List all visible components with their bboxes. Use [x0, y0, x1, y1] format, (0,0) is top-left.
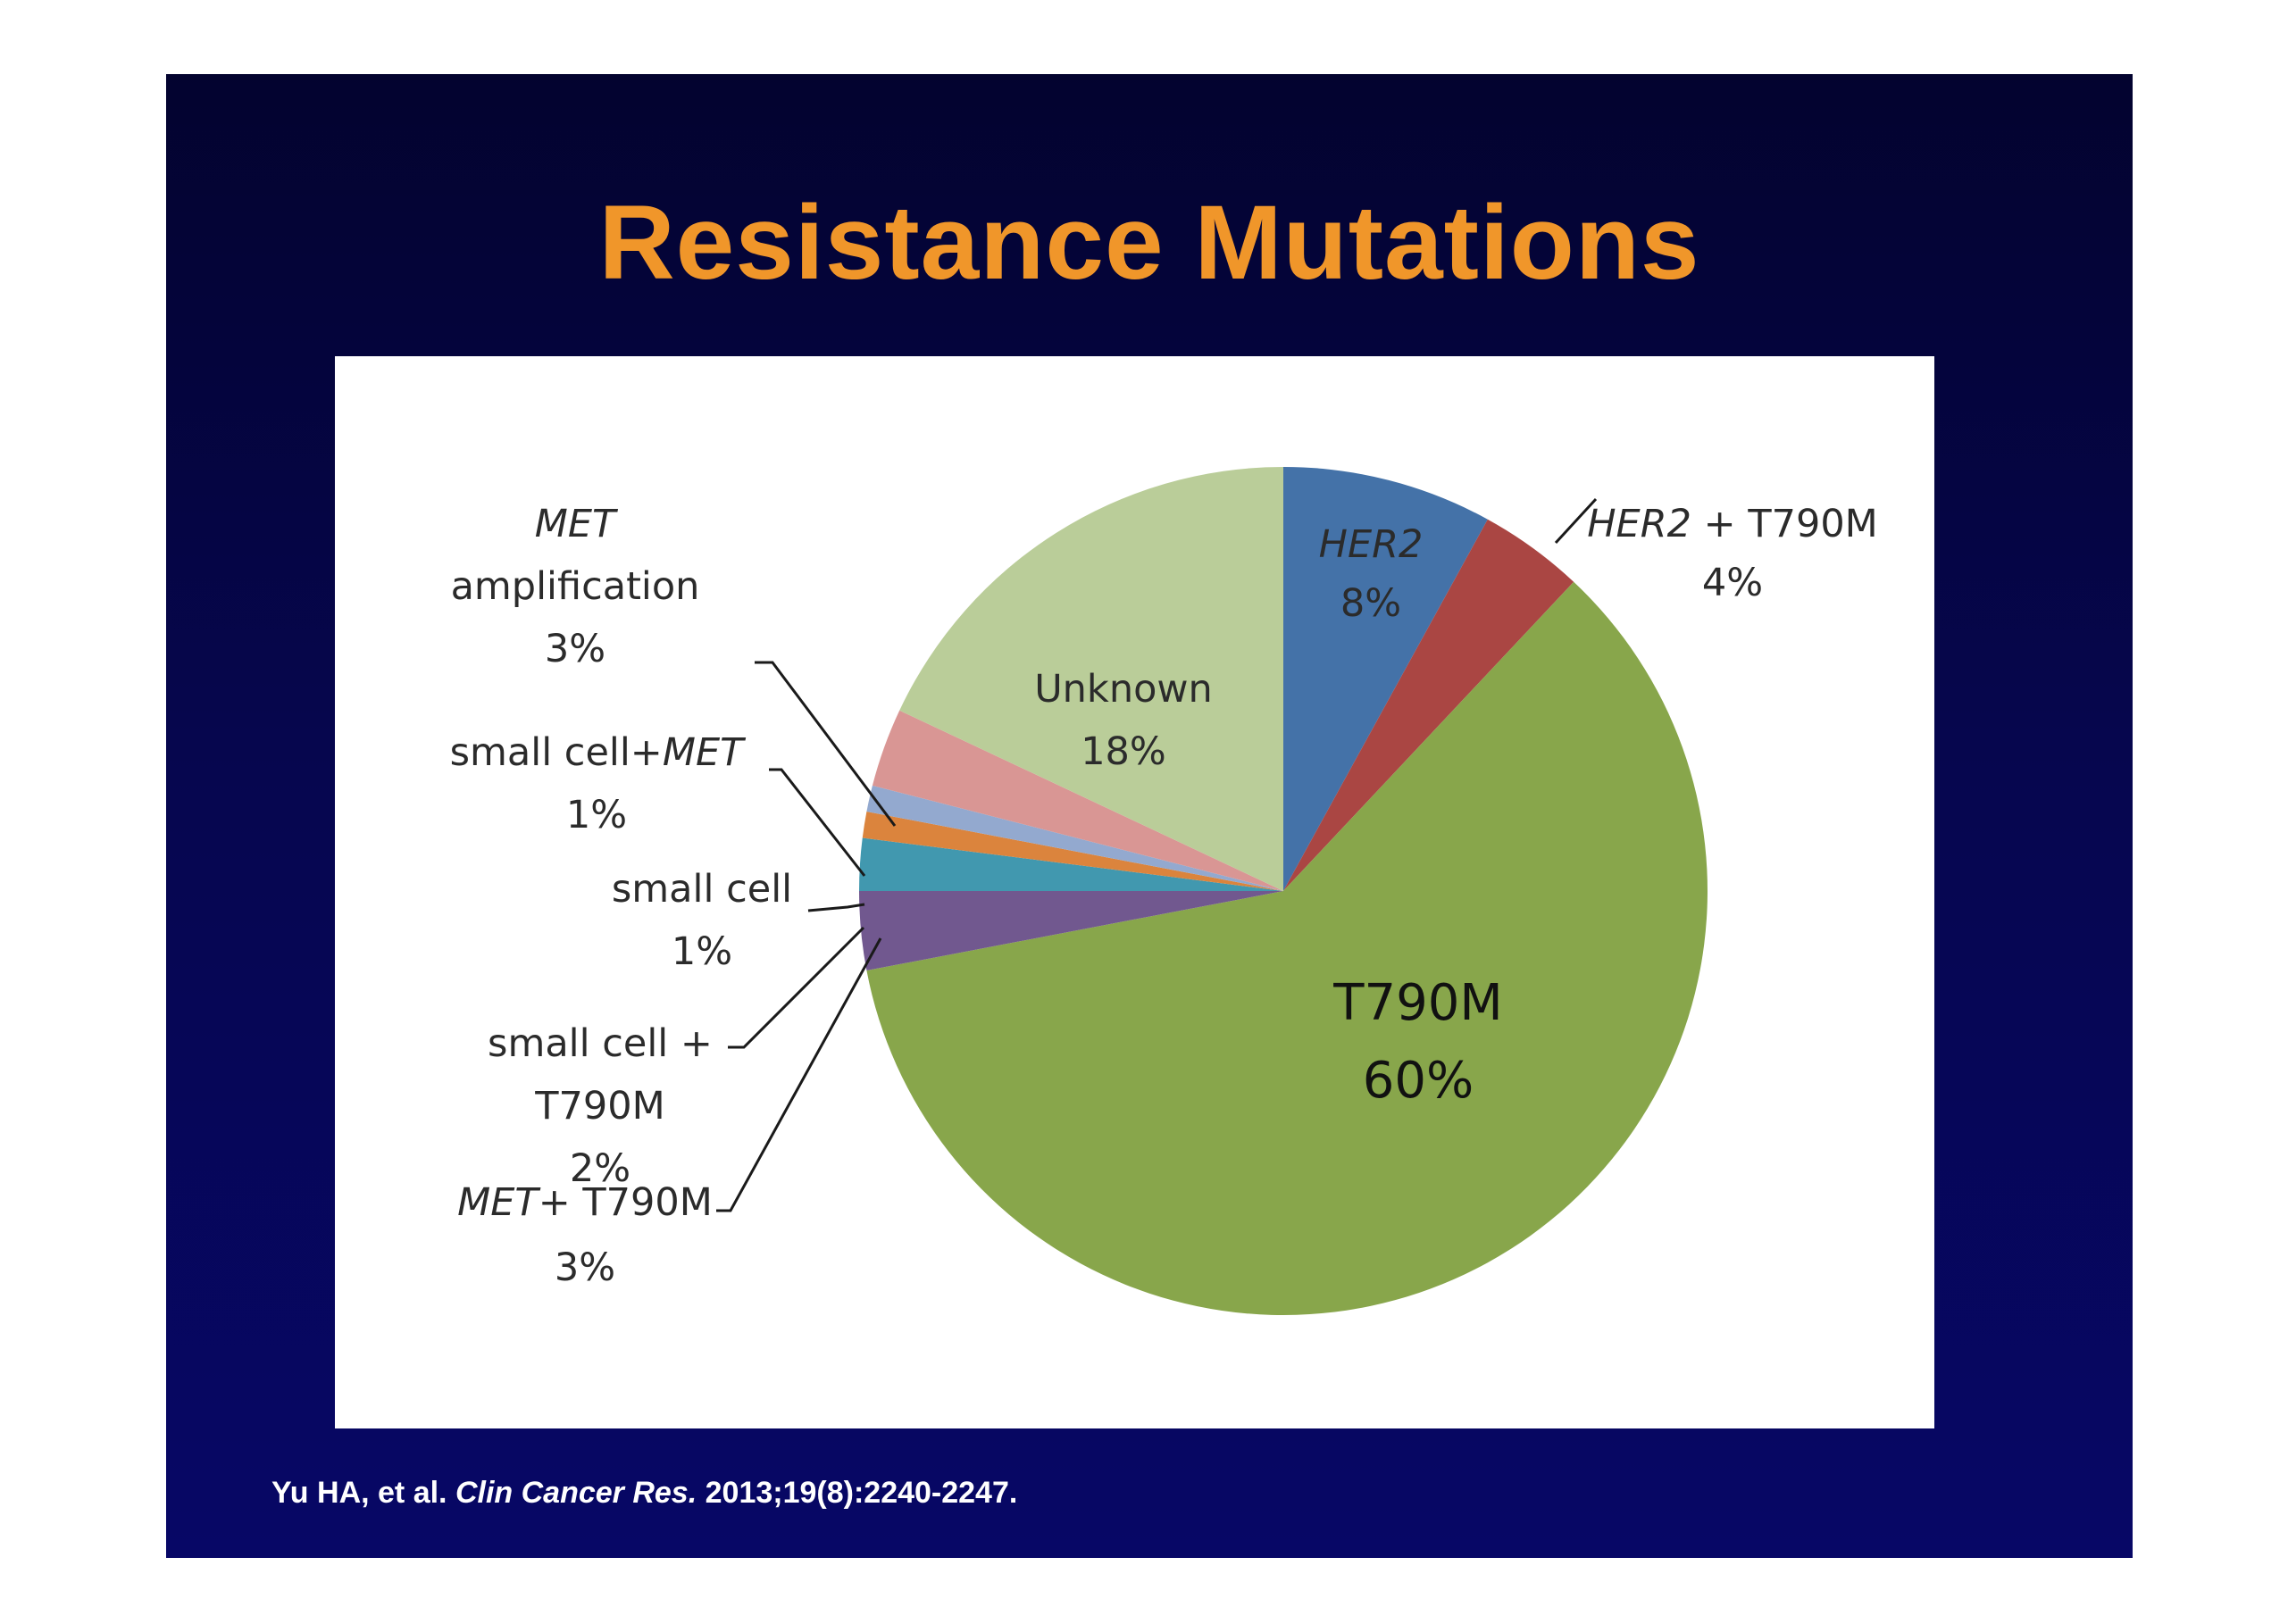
slice-value-label-her2: 8% [1340, 581, 1401, 626]
citation-authors: Yu HA, et al. [271, 1476, 447, 1510]
pie-slice-met-t790m [859, 891, 1283, 971]
leader-line-small-cell-met [769, 768, 866, 877]
pie-slice-small-cell-t790m [859, 837, 1283, 891]
leader-line-her2-t790m [1554, 497, 1598, 545]
slice-name-label-small-cell: small cell [612, 867, 792, 912]
citation: Yu HA, et al. Clin Cancer Res. 2013;19(8… [271, 1476, 1017, 1511]
slice-name-label-met-amplification-line2: amplification [451, 564, 700, 609]
slice-name-label-small-cell-t790m: small cell + [488, 1021, 713, 1066]
pie-chart: HER2 8% HER2 + T790M 4% T790M 60% MET+ T790M 3%… [450, 467, 1878, 1315]
pie-slice-met-amplification [872, 710, 1283, 891]
slice-name-label-small-cell-t790m-line2: T790M [534, 1084, 664, 1128]
leader-line-small-cell [807, 903, 865, 912]
slice-value-label-t790m: 60% [1363, 1052, 1474, 1110]
pie-slice-her2-t790m [1283, 519, 1574, 891]
slice-name-label-met-t790m: MET+ T790M [457, 1180, 713, 1225]
slice-value-label-unknown: 18% [1081, 729, 1166, 774]
slide: Resistance Mutations HER2 8% HER2 + T790M 4… [166, 74, 2133, 1558]
pie-slice-her2 [1283, 467, 1488, 891]
slices-layer [859, 467, 1708, 1315]
leader-line-small-cell-t790m [728, 926, 865, 1049]
slide-title: Resistance Mutations [598, 184, 1700, 302]
citation-journal: Clin Cancer Res. [455, 1476, 697, 1510]
slice-value-label-small-cell: 1% [672, 929, 732, 974]
slice-value-label-met-amplification: 3% [545, 627, 605, 671]
leader-line-met-t790m [716, 937, 882, 1212]
pie-slice-unknown [899, 467, 1283, 891]
leader-lines-layer [716, 497, 1598, 1212]
slice-name-label-t790m: T790M [1332, 974, 1502, 1032]
slice-value-label-small-cell-met: 1% [566, 793, 627, 837]
leader-line-met-amplification [755, 661, 897, 827]
slice-value-label-small-cell-t790m: 2% [570, 1146, 630, 1191]
labels-layer: HER2 8% HER2 + T790M 4% T790M 60% MET+ T790M 3%… [450, 502, 1878, 1290]
pie-slice-small-cell-met [866, 785, 1283, 891]
pie-slice-t790m [866, 581, 1708, 1315]
chart-panel: HER2 8% HER2 + T790M 4% T790M 60% MET+ T790M 3%… [335, 356, 1934, 1428]
slice-value-label-met-t790m: 3% [555, 1245, 615, 1290]
slice-name-label-met-amplification: MET [535, 502, 619, 546]
slice-name-label-small-cell-met: small cell+MET [450, 730, 747, 775]
slice-name-label-her2: HER2 [1319, 522, 1424, 567]
pie-slice-small-cell [862, 811, 1283, 891]
slice-name-label-her2-t790m: HER2 + T790M [1587, 502, 1878, 546]
slice-value-label-her2-t790m: 4% [1702, 561, 1763, 605]
slice-name-label-unknown: Unknown [1034, 667, 1213, 712]
citation-details: 2013;19(8):2240-2247. [705, 1476, 1018, 1510]
